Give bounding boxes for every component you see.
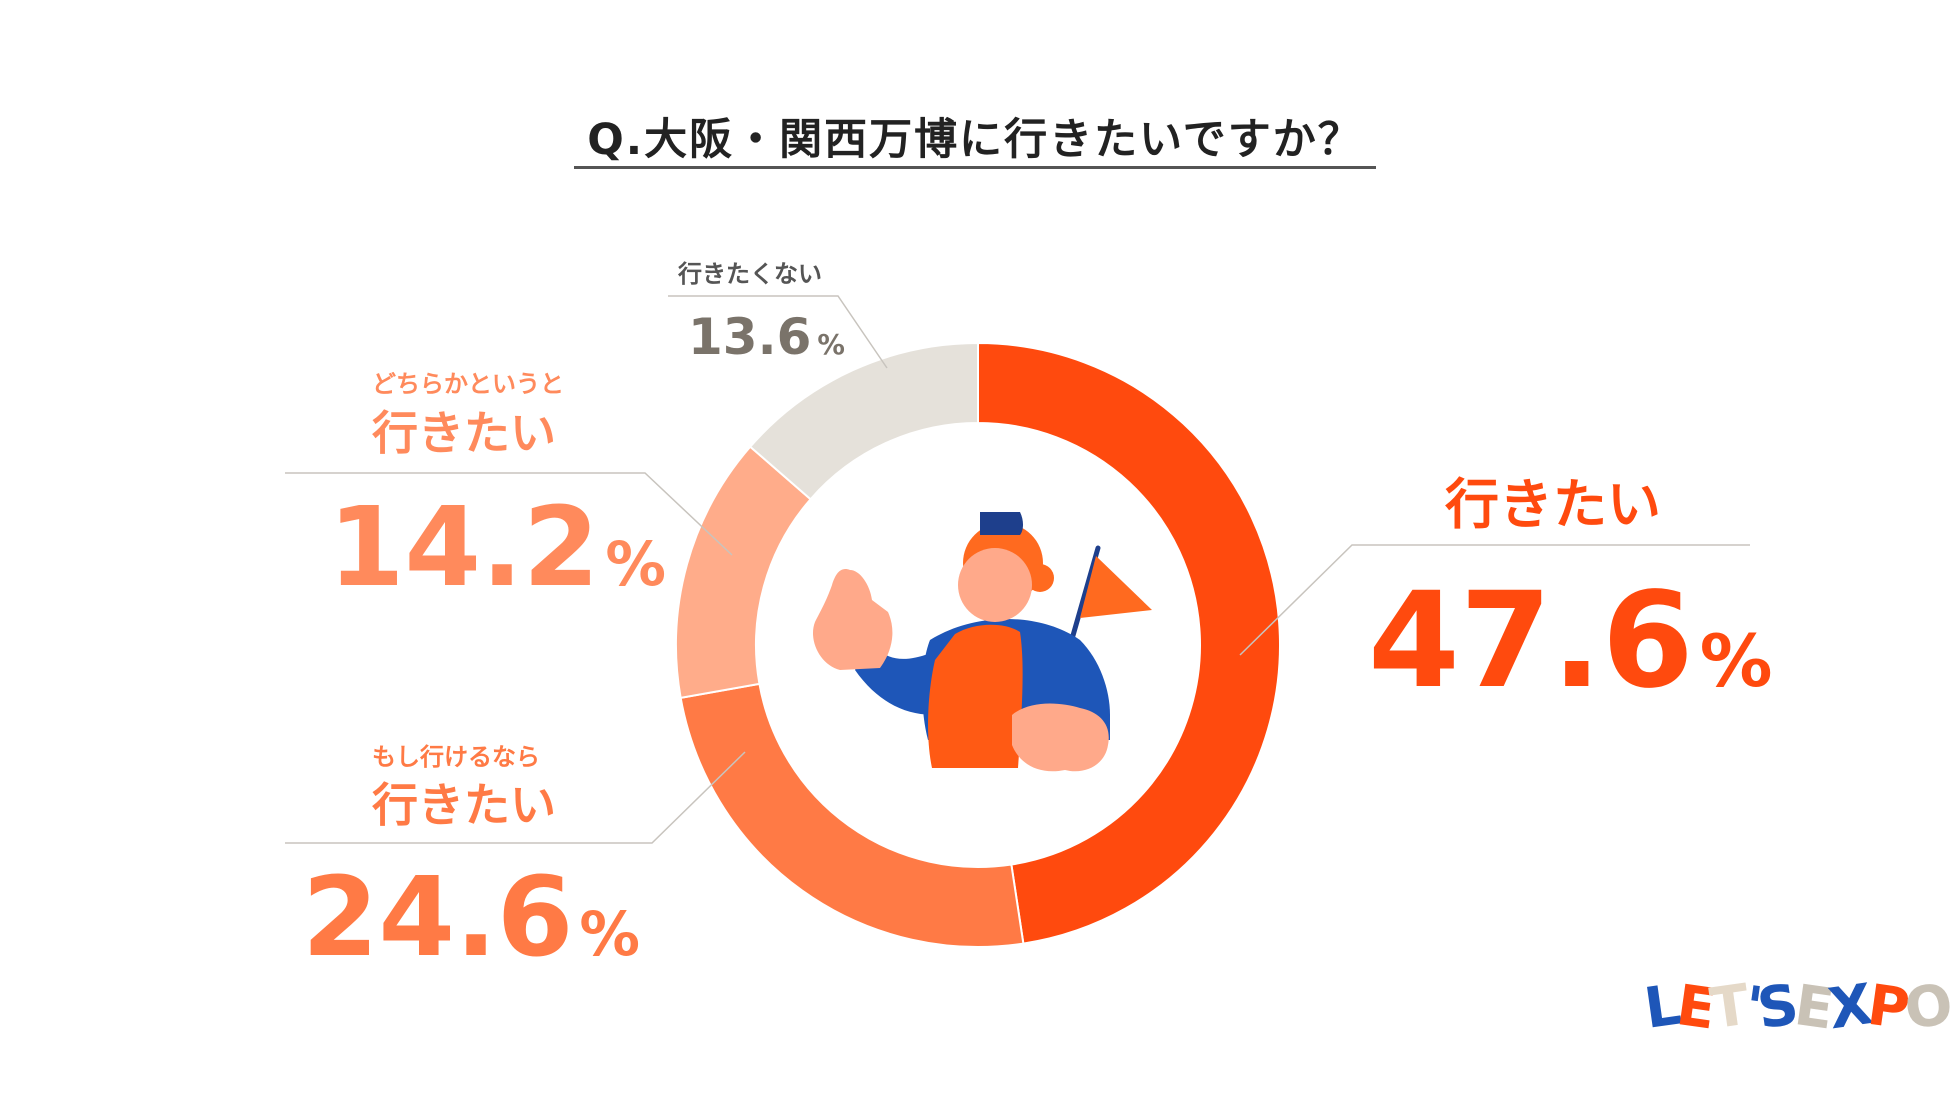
slice-if-possible: [679, 682, 1025, 948]
lets-expo-logo: LET'SEXPO: [1641, 972, 1950, 1043]
leader-line-slice-want: [1239, 544, 1750, 656]
hair-bun: [1026, 564, 1054, 592]
vest: [928, 624, 1023, 768]
title-underline: [574, 166, 1376, 169]
leader-line-slice-rather: [285, 472, 733, 556]
holding-hand: [1012, 703, 1109, 772]
slice-rather: [675, 445, 812, 700]
flag: [1080, 556, 1152, 618]
person-with-flag-illustration: [812, 512, 1152, 772]
leader-line-slice-if-possible: [285, 751, 746, 844]
slice-label-rather: 行きたい: [372, 406, 556, 460]
slice-want: [977, 341, 1282, 945]
slice-value-if-possible: 24.6%: [302, 853, 641, 981]
raised-fist: [812, 569, 893, 670]
slice-label-if-possible: 行きたい: [372, 778, 556, 832]
slice-sublabel-if-possible: もし行けるなら: [372, 743, 540, 771]
slice-sublabel-rather: どちらかというと: [372, 370, 564, 398]
slice-value-not-want: 13.6%: [688, 308, 845, 366]
chart-title: Q.大阪・関西万博に行きたいですか？: [587, 115, 1363, 165]
slice-label-want: 行きたい: [1445, 473, 1661, 536]
slice-not-want: [748, 341, 979, 501]
logo-letter: O: [1900, 972, 1950, 1043]
cap: [980, 512, 1023, 535]
slice-value-rather: 14.2%: [328, 483, 667, 611]
leader-line-slice-not-want: [668, 295, 888, 369]
slice-value-want: 47.6%: [1368, 564, 1773, 718]
slice-sublabel-not-want: 行きたくない: [678, 260, 822, 288]
face: [958, 548, 1032, 622]
